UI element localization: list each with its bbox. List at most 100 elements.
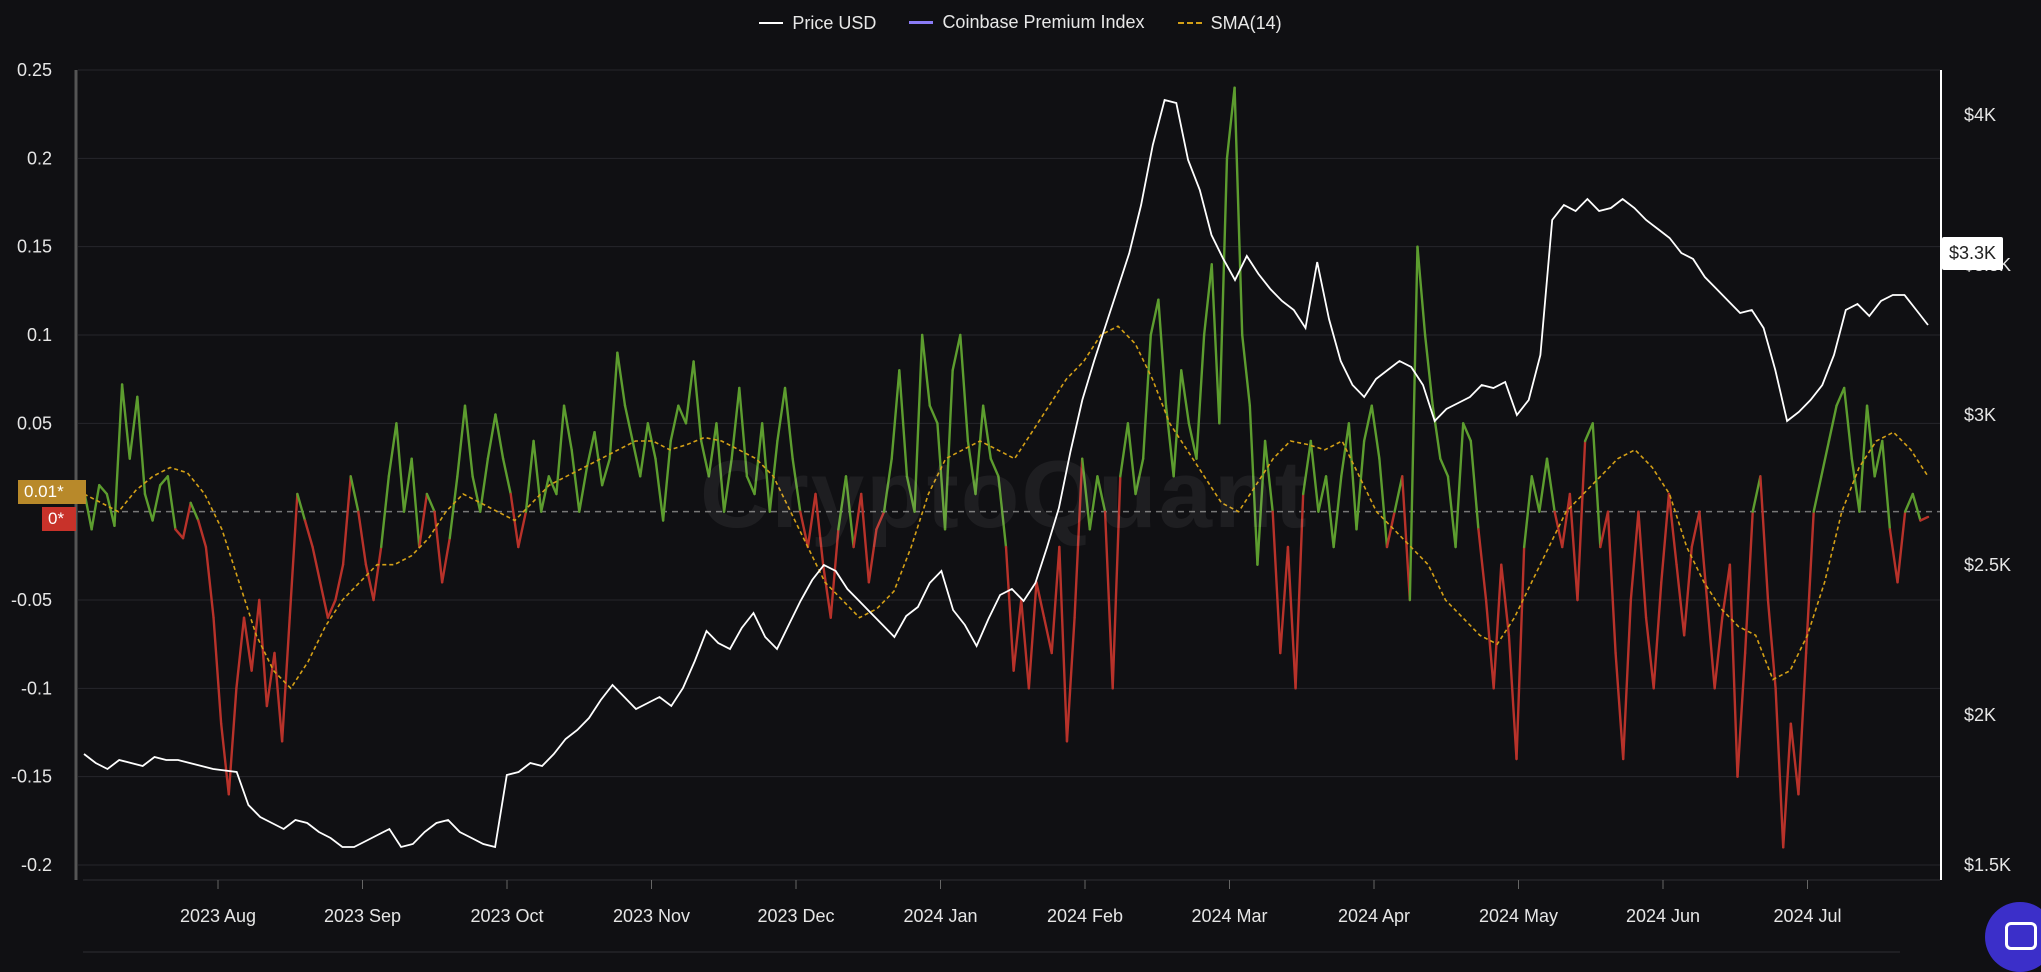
- premium-segment: [1225, 86, 1236, 160]
- premium-segment: [120, 383, 131, 460]
- x-tick-label: 2024 Mar: [1191, 906, 1267, 926]
- premium-segment: [1675, 563, 1686, 637]
- premium-segment: [920, 333, 932, 407]
- premium-segment: [189, 501, 200, 522]
- premium-segment: [1461, 422, 1473, 443]
- premium-segment: [1812, 475, 1823, 513]
- premium-segment: [776, 386, 787, 443]
- premium-segment: [1660, 492, 1671, 584]
- price-line: [83, 98, 1929, 849]
- premium-segment: [1385, 510, 1396, 549]
- premium-segment: [997, 475, 1008, 549]
- premium-segment: [875, 510, 886, 531]
- premium-segment: [1088, 475, 1099, 531]
- premium-segment: [654, 457, 665, 522]
- premium-segment: [608, 351, 619, 460]
- premium-segment: [364, 563, 375, 602]
- premium-segment: [783, 386, 794, 460]
- premium-segment: [951, 333, 962, 372]
- premium-segment: [1622, 598, 1633, 761]
- premium-segment: [1233, 86, 1244, 337]
- premium-segment: [852, 492, 863, 549]
- premium-segment: [1766, 598, 1777, 690]
- premium-segment: [379, 475, 390, 549]
- premium-segment: [1583, 422, 1594, 443]
- premium-segment: [1340, 422, 1351, 478]
- premium-segment: [1553, 510, 1564, 549]
- premium-segment: [1324, 475, 1335, 549]
- x-tick-label: 2023 Nov: [613, 906, 690, 926]
- premium-segment: [1492, 563, 1503, 690]
- premium-segment: [1599, 510, 1610, 549]
- premium-segment: [616, 351, 627, 407]
- premium-segment: [1446, 475, 1457, 549]
- premium-segment: [1469, 439, 1480, 531]
- premium-segment: [1157, 298, 1168, 407]
- legend-item-sma[interactable]: SMA(14): [1177, 13, 1282, 34]
- premium-segment: [326, 598, 337, 619]
- premium-segment: [905, 475, 916, 513]
- premium-segment: [547, 475, 558, 496]
- premium-segment: [1058, 545, 1069, 743]
- premium-segment: [928, 404, 939, 425]
- premium-segment: [1850, 457, 1861, 513]
- premium-segment: [1286, 545, 1297, 690]
- premium-segment: [791, 457, 802, 513]
- premium-segment: [913, 333, 924, 513]
- premium-segment: [1180, 369, 1191, 425]
- premium-segment: [1347, 422, 1358, 531]
- premium-segment: [1263, 439, 1274, 513]
- left-tick-label: 0.1: [27, 325, 52, 345]
- premium-segment: [707, 422, 718, 478]
- premium-segment: [631, 439, 642, 478]
- premium-segment: [456, 404, 467, 478]
- premium-segment: [1614, 651, 1625, 761]
- legend-item-premium[interactable]: Coinbase Premium Index: [909, 12, 1145, 33]
- chat-support-button[interactable]: [1985, 902, 2041, 972]
- chat-icon: [2005, 922, 2037, 950]
- premium-segment: [1393, 475, 1404, 513]
- left-tick-label: 0.15: [17, 237, 52, 257]
- premium-segment: [1218, 157, 1229, 425]
- premium-segment: [1012, 598, 1023, 672]
- left-tick-label: 0.25: [17, 60, 52, 80]
- premium-segment: [1919, 515, 1930, 522]
- x-tick-label: 2023 Aug: [180, 906, 256, 926]
- premium-segment: [1903, 492, 1914, 513]
- premium-segment: [844, 475, 855, 549]
- premium-segment: [471, 475, 482, 513]
- premium-segment: [425, 492, 436, 513]
- premium-segment: [197, 519, 208, 549]
- premium-segment: [1728, 563, 1739, 778]
- premium-segment: [1568, 492, 1579, 602]
- premium-segment: [242, 616, 253, 672]
- premium-segment: [524, 439, 535, 513]
- x-tick-label: 2023 Oct: [470, 906, 543, 926]
- premium-segment: [882, 457, 893, 513]
- premium-segment: [166, 475, 177, 531]
- premium-segment: [1705, 598, 1716, 690]
- legend-item-price[interactable]: Price USD: [759, 13, 876, 34]
- premium-segment: [158, 475, 170, 487]
- premium-segment: [1865, 404, 1876, 478]
- premium-segment: [219, 722, 230, 796]
- premium-segment: [700, 439, 711, 478]
- premium-segment: [486, 413, 497, 460]
- premium-segment: [1644, 616, 1655, 690]
- premium-segment: [1141, 333, 1152, 460]
- x-tick-label: 2024 May: [1479, 906, 1558, 926]
- premium-segment: [357, 510, 368, 566]
- premium-segment: [463, 404, 474, 478]
- sma-swatch-icon: [1177, 22, 1202, 24]
- left-tick-label: 0.2: [27, 148, 52, 168]
- premium-segment: [258, 598, 269, 708]
- premium-segment: [943, 369, 954, 531]
- premium-segment: [1454, 422, 1465, 549]
- premium-segment: [501, 457, 512, 496]
- premium-segment: [1713, 616, 1724, 690]
- premium-segment: [1820, 439, 1831, 478]
- premium-segment: [479, 457, 490, 513]
- premium-segment: [235, 616, 246, 690]
- premium-segment: [174, 528, 185, 540]
- premium-segment: [143, 492, 154, 522]
